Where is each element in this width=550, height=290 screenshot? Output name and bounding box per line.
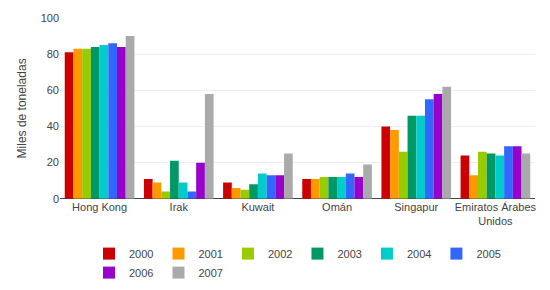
svg-text:40: 40 <box>47 120 59 132</box>
svg-text:2003: 2003 <box>337 248 361 260</box>
svg-text:Miles de toneladas: Miles de toneladas <box>15 58 29 158</box>
svg-text:2001: 2001 <box>198 248 222 260</box>
svg-text:2007: 2007 <box>198 267 222 279</box>
svg-text:2005: 2005 <box>476 248 500 260</box>
svg-text:Kuwait: Kuwait <box>241 201 274 213</box>
svg-text:100: 100 <box>41 12 59 24</box>
svg-text:Irak: Irak <box>170 201 189 213</box>
svg-text:Hong Kong: Hong Kong <box>72 201 127 213</box>
svg-text:2006: 2006 <box>129 267 153 279</box>
svg-text:2000: 2000 <box>129 248 153 260</box>
svg-text:Singapur: Singapur <box>394 201 438 213</box>
svg-text:Emiratos ÁrabesUnidos: Emiratos ÁrabesUnidos <box>455 201 537 227</box>
svg-text:60: 60 <box>47 84 59 96</box>
svg-text:2002: 2002 <box>268 248 292 260</box>
svg-text:20: 20 <box>47 156 59 168</box>
svg-text:80: 80 <box>47 48 59 60</box>
svg-text:0: 0 <box>53 193 59 205</box>
svg-text:2004: 2004 <box>407 248 431 260</box>
svg-text:Omán: Omán <box>322 201 352 213</box>
